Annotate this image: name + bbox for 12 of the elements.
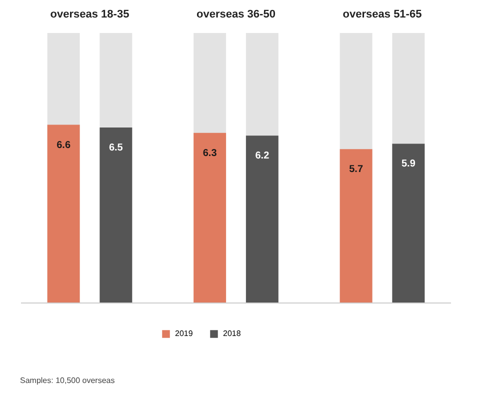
- legend-label: 2018: [223, 329, 242, 338]
- data-label: 5.9: [401, 158, 416, 170]
- x-tick-label: overseas 36-50: [196, 8, 276, 20]
- x-tick-label: overseas 51-65: [342, 8, 422, 20]
- data-label: 6.3: [202, 148, 218, 159]
- text: Samples: 10,500 overseas: [20, 376, 115, 385]
- data-label: 6.2: [255, 150, 270, 162]
- data-label: 6.5: [108, 142, 124, 154]
- data-label: 6.6: [56, 140, 71, 151]
- legend-label: 2019: [175, 329, 194, 338]
- data-label: 5.7: [349, 164, 364, 176]
- x-tick-label: overseas 18-35: [50, 8, 130, 20]
